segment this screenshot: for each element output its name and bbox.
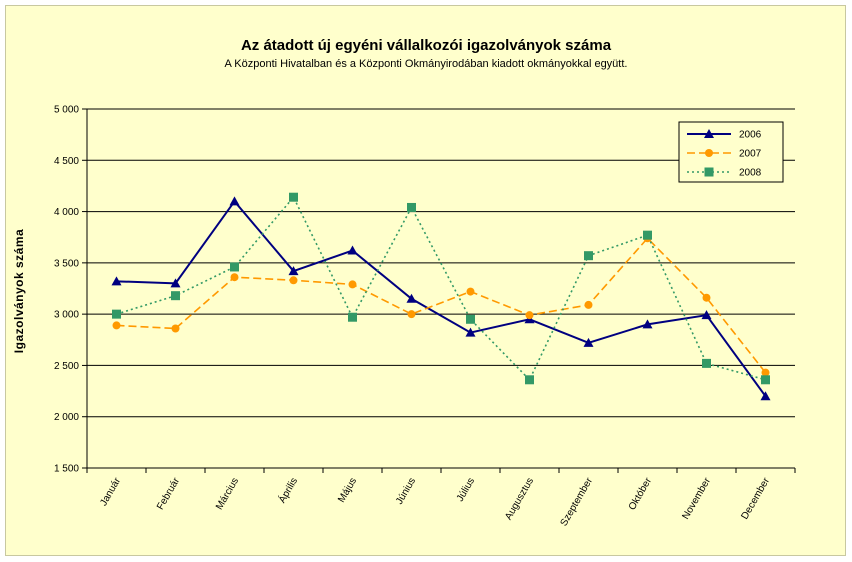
y-tick-label: 3 500: [54, 258, 79, 269]
data-point-2007: [761, 368, 770, 377]
legend-box: [678, 121, 784, 183]
series-lines: [111, 192, 771, 401]
y-tick-label: 3 000: [54, 310, 79, 321]
data-point-2006: [465, 327, 476, 337]
data-point-2007: [230, 273, 239, 282]
data-point-2007: [289, 276, 298, 285]
data-point-2006: [111, 276, 122, 286]
legend-marker-2006: [704, 129, 714, 138]
data-point-2006: [701, 310, 712, 320]
data-point-2008: [289, 192, 298, 202]
data-point-2006: [288, 266, 299, 276]
legend-label-2006: 2006: [739, 130, 762, 141]
x-tick-label: Március: [214, 476, 241, 512]
data-point-2007: [348, 280, 357, 289]
data-point-2008: [702, 358, 711, 368]
x-tick-label: Február: [155, 475, 182, 511]
data-point-2007: [525, 311, 534, 320]
data-point-2008: [643, 230, 652, 240]
data-point-2008: [761, 375, 770, 385]
y-tick-label: 2 500: [54, 361, 79, 372]
series-line-2007: [116, 237, 767, 374]
legend-label-2007: 2007: [739, 149, 762, 160]
chart-frame: Az átadott új egyéni vállalkozói igazolv…: [5, 5, 846, 556]
y-tick-label: 4 000: [54, 207, 79, 218]
data-point-2008: [230, 262, 239, 272]
data-point-2007: [171, 324, 180, 333]
x-tick-label: November: [681, 475, 714, 521]
data-point-2008: [584, 251, 593, 261]
x-tick-label: Augusztus: [503, 476, 536, 522]
x-tick-label: Július: [455, 476, 477, 504]
legend-label-2008: 2008: [739, 168, 762, 179]
x-tick-label: December: [740, 475, 773, 521]
x-tick-label: Január: [98, 475, 123, 508]
series-line-2006: [116, 199, 767, 397]
series-line-2008: [116, 195, 766, 382]
legend-marker-2007: [705, 149, 713, 157]
data-point-2007: [702, 293, 711, 302]
data-point-2008: [348, 312, 357, 322]
data-point-2008: [407, 202, 416, 212]
x-tick-label: Április: [275, 475, 300, 505]
chart-title: Az átadott új egyéni vállalkozói igazolv…: [241, 37, 612, 54]
data-point-2006: [170, 278, 181, 288]
data-point-2007: [584, 300, 593, 309]
data-point-2007: [407, 310, 416, 319]
data-point-2006: [347, 245, 358, 255]
axes: [82, 108, 796, 473]
y-axis-label: Igazolványok száma: [12, 229, 26, 353]
data-point-2008: [171, 291, 180, 301]
y-tick-label: 1 500: [54, 464, 79, 475]
y-tick-label: 2 000: [54, 412, 79, 423]
data-point-2006: [583, 337, 594, 347]
y-tick-label: 4 500: [54, 156, 79, 167]
data-point-2008: [466, 314, 475, 324]
data-point-2006: [406, 293, 417, 303]
data-point-2007: [112, 321, 121, 330]
y-tick-label: 5 000: [54, 105, 79, 116]
data-point-2008: [112, 309, 121, 319]
x-tick-label: Október: [627, 475, 655, 512]
data-point-2006: [760, 391, 771, 401]
x-tick-label: Szeptember: [559, 475, 596, 528]
x-tick-label: Május: [336, 476, 359, 505]
data-point-2007: [466, 287, 475, 296]
legend: 2006 2007 2008: [678, 121, 784, 183]
chart-subtitle: A Központi Hivatalban és a Központi Okmá…: [225, 58, 628, 70]
grid-lines: [87, 108, 795, 418]
legend-marker-2008: [704, 167, 714, 177]
data-point-2006: [642, 319, 653, 329]
line-chart: Az átadott új egyéni vállalkozói igazolv…: [12, 37, 796, 528]
data-point-2008: [525, 375, 534, 385]
x-tick-label: Június: [394, 476, 418, 507]
data-point-2006: [229, 196, 240, 206]
